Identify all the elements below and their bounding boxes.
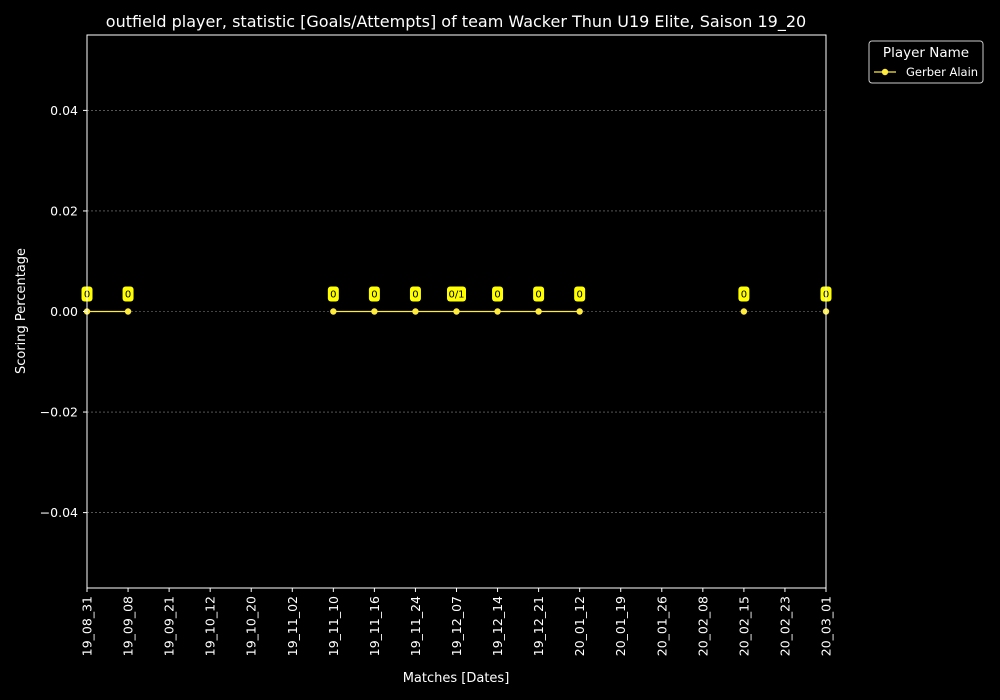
x-tick-label: 20_01_26 [654, 596, 669, 656]
data-label-box [492, 286, 504, 302]
data-point [576, 308, 583, 315]
legend-marker [881, 68, 889, 76]
legend-entry-label: Gerber Alain [906, 65, 978, 79]
data-point [494, 308, 501, 315]
x-axis-title: Matches [Dates] [403, 671, 510, 686]
data-label: 0 [741, 290, 747, 301]
data-point [371, 308, 378, 315]
y-axis: −0.04 −0.02 0.00 0.02 0.04 [40, 103, 87, 520]
data-point [740, 308, 748, 315]
x-tick-label: 19_11_16 [367, 596, 382, 656]
chart-title: outfield player, statistic [Goals/Attemp… [106, 12, 806, 32]
x-tick-label: 20_01_12 [572, 596, 587, 656]
y-tick-label: 0.04 [50, 103, 78, 118]
legend-box [868, 40, 984, 84]
x-tick-label: 19_11_24 [408, 596, 423, 656]
x-tick-label: 20_03_01 [819, 596, 834, 656]
data-label-box [574, 286, 586, 302]
data-label: 0 [576, 290, 582, 301]
data-label: 0 [494, 290, 500, 301]
x-tick-label: 20_02_15 [736, 596, 751, 656]
x-axis: 19_08_31 19_09_08 19_09_21 19_10_12 19_10_20… [80, 588, 834, 656]
data-point [453, 308, 460, 315]
x-tick-label: 19_11_02 [285, 596, 300, 656]
x-tick-label: 20_02_23 [777, 596, 792, 656]
y-tick-label: 0.02 [50, 203, 78, 218]
x-tick-label: 19_08_31 [80, 596, 95, 656]
x-tick-label: 19_09_08 [121, 596, 136, 656]
x-tick-label: 19_12_14 [490, 596, 505, 656]
data-point [330, 308, 337, 315]
x-tick-label: 19_10_20 [244, 596, 259, 656]
y-tick-label: −0.04 [40, 505, 78, 520]
data-label-box [122, 286, 134, 302]
data-point [124, 308, 132, 315]
x-tick-label: 19_12_21 [531, 596, 546, 656]
data-label-box [447, 286, 466, 302]
data-point [412, 308, 419, 315]
data-point [535, 308, 542, 315]
y-tick-label: −0.02 [40, 405, 78, 420]
data-label: 0 [535, 290, 541, 301]
data-label: 0 [125, 290, 131, 301]
data-label-box [327, 286, 339, 302]
legend-title: Player Name [883, 45, 969, 61]
legend: Player Name Gerber Alain [868, 40, 984, 84]
data-label: 0/1 [448, 290, 464, 301]
series-layer: 0 0 0 0 0 0/1 0 0 0 0 0 [81, 286, 832, 315]
x-tick-label: 20_01_19 [613, 596, 628, 656]
y-axis-title: Scoring Percentage [14, 248, 29, 374]
data-label-box [738, 286, 750, 302]
y-tick-label: 0.00 [50, 304, 78, 319]
data-label-box [368, 286, 380, 302]
x-tick-label: 19_11_10 [326, 596, 341, 656]
x-tick-label: 19_09_21 [162, 596, 177, 656]
x-tick-label: 19_10_12 [203, 596, 218, 656]
data-label-box [409, 286, 421, 302]
x-tick-label: 19_12_07 [449, 596, 464, 656]
data-label: 0 [371, 290, 377, 301]
data-label: 0 [330, 290, 336, 301]
data-label-box [533, 286, 545, 302]
data-label: 0 [412, 290, 418, 301]
x-tick-label: 20_02_08 [695, 596, 710, 656]
